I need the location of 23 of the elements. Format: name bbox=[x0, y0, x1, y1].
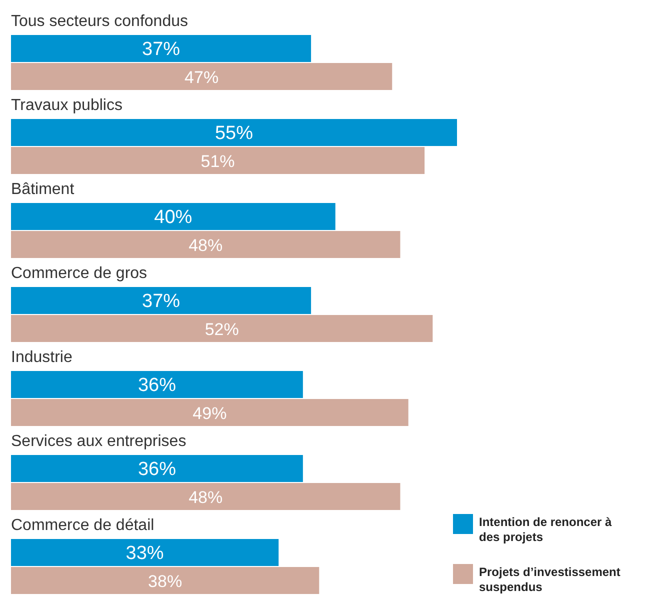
y-tick-label: Services aux entreprises bbox=[11, 433, 186, 450]
legend-label: Intention de renoncer à des projets bbox=[479, 515, 612, 544]
data-label: 37% bbox=[142, 291, 180, 312]
data-label: 48% bbox=[188, 236, 223, 255]
data-label: 40% bbox=[154, 207, 192, 228]
data-label: 49% bbox=[192, 404, 227, 423]
data-label: 52% bbox=[204, 320, 239, 339]
data-label: 33% bbox=[126, 543, 164, 564]
y-tick-label: Bâtiment bbox=[11, 181, 75, 198]
data-label: 55% bbox=[214, 123, 254, 144]
data-label: 47% bbox=[184, 68, 219, 87]
data-label: 36% bbox=[138, 459, 176, 480]
data-label: 48% bbox=[188, 488, 223, 507]
data-label: 37% bbox=[142, 39, 180, 60]
y-tick-label: Tous secteurs confondus bbox=[11, 13, 188, 30]
data-label: 51% bbox=[200, 152, 235, 171]
y-tick-label: Industrie bbox=[11, 349, 72, 366]
y-tick-label: Travaux publics bbox=[11, 97, 122, 114]
data-label: 38% bbox=[148, 572, 182, 591]
y-tick-label: Commerce de détail bbox=[11, 517, 154, 534]
legend-label: Projets d’investissement suspendus bbox=[479, 565, 620, 594]
data-label: 36% bbox=[138, 375, 176, 396]
y-tick-label: Commerce de gros bbox=[11, 265, 148, 282]
